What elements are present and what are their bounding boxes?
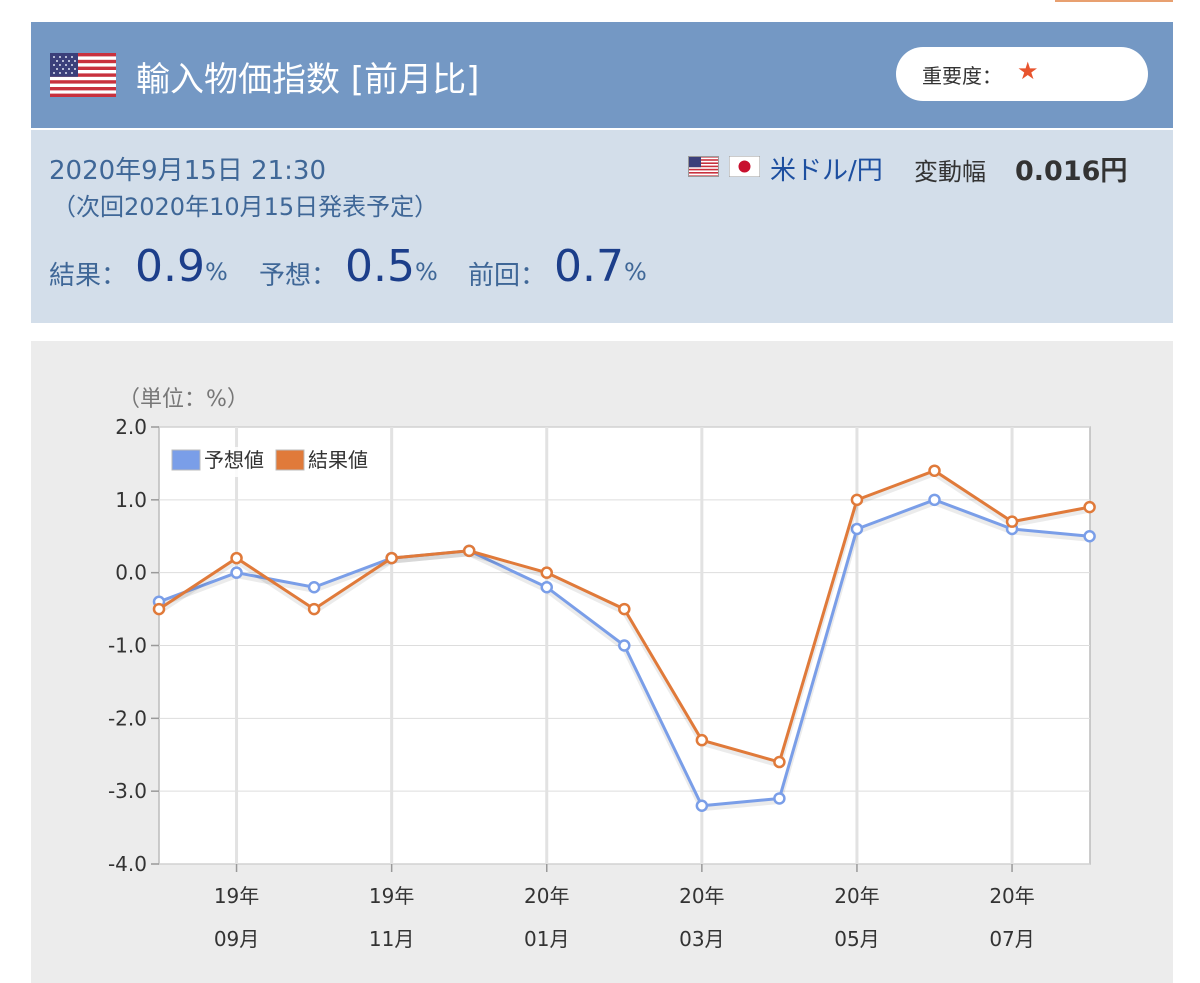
result-label: 結果： [49, 261, 128, 291]
data-point [695, 799, 709, 812]
data-point [307, 580, 321, 594]
unit-label: （単位：%） [118, 387, 249, 412]
chart-legend: 予想値 結果値 [170, 447, 376, 477]
previous-unit: % [624, 258, 647, 286]
range-value: 0.016円 [1015, 156, 1128, 187]
x-tick-label-year: 19年 [369, 884, 414, 908]
next-release-note: （次回2020年10月15日発表予定） [52, 193, 439, 221]
data-point [385, 551, 398, 565]
legend-swatch [275, 449, 305, 471]
x-tick-label-month: 03月 [679, 927, 724, 951]
data-point [230, 566, 243, 579]
data-point [1083, 530, 1096, 543]
data-point [1005, 515, 1019, 528]
x-tick-label-year: 20年 [834, 884, 879, 908]
x-tick-label-month: 05月 [834, 927, 879, 951]
data-point [928, 464, 941, 477]
x-tick-label-year: 20年 [989, 884, 1034, 908]
data-point [618, 639, 631, 652]
y-tick-label: -2.0 [108, 706, 147, 730]
top-tab-accent [1055, 0, 1173, 2]
x-tick-label-year: 20年 [679, 884, 724, 908]
x-tick-label-month: 11月 [369, 927, 414, 951]
forecast-label: 予想： [259, 261, 338, 291]
us-flag-small-icon [688, 156, 719, 177]
data-point [540, 566, 553, 579]
star-icon: ★ [1017, 57, 1039, 85]
previous-label: 前回： [468, 261, 547, 291]
previous-value: 0.7 [554, 241, 624, 292]
data-point [618, 602, 631, 616]
legend-background [170, 447, 376, 477]
x-tick-label-year: 20年 [524, 884, 569, 908]
importance-label: 重要度： [922, 64, 1002, 88]
currency-pair-link[interactable]: 米ドル/円 [770, 156, 883, 186]
y-tick-label: 1.0 [115, 488, 147, 512]
data-point [230, 551, 243, 565]
forecast-unit: % [415, 258, 438, 286]
y-tick-label: -3.0 [108, 779, 147, 803]
x-tick-label-month: 01月 [524, 927, 569, 951]
legend-swatch [171, 449, 201, 471]
y-tick-label: -4.0 [108, 852, 147, 876]
importance-badge: 重要度： ★ [896, 47, 1148, 101]
data-point [462, 544, 476, 558]
x-tick-label-month: 09月 [214, 927, 259, 951]
data-point [773, 755, 786, 769]
data-point [850, 493, 864, 507]
x-tick-label-year: 19年 [214, 884, 259, 908]
result-unit: % [205, 258, 228, 286]
data-point [307, 602, 321, 616]
jp-flag-icon [729, 156, 760, 177]
us-flag-icon [50, 53, 116, 97]
release-datetime: 2020年9月15日 21:30 [49, 156, 326, 186]
y-tick-label: -1.0 [108, 634, 147, 658]
x-tick-label-month: 07月 [989, 927, 1034, 951]
data-point [928, 493, 941, 507]
data-point [540, 580, 553, 594]
data-point [152, 602, 166, 616]
data-point [695, 733, 709, 747]
data-point [850, 522, 864, 536]
y-tick-label: 2.0 [115, 415, 147, 439]
legend-label: 予想値 [204, 448, 264, 472]
range-label: 変動幅 [914, 158, 986, 186]
y-tick-label: 0.0 [115, 561, 147, 585]
data-point [1083, 500, 1096, 514]
data-point [773, 792, 786, 805]
indicator-title: 輸入物価指数 [前月比] [136, 60, 480, 100]
release-info-panel [31, 130, 1173, 323]
result-value: 0.9 [135, 241, 205, 292]
forecast-value: 0.5 [345, 241, 415, 292]
legend-label: 結果値 [308, 448, 368, 472]
